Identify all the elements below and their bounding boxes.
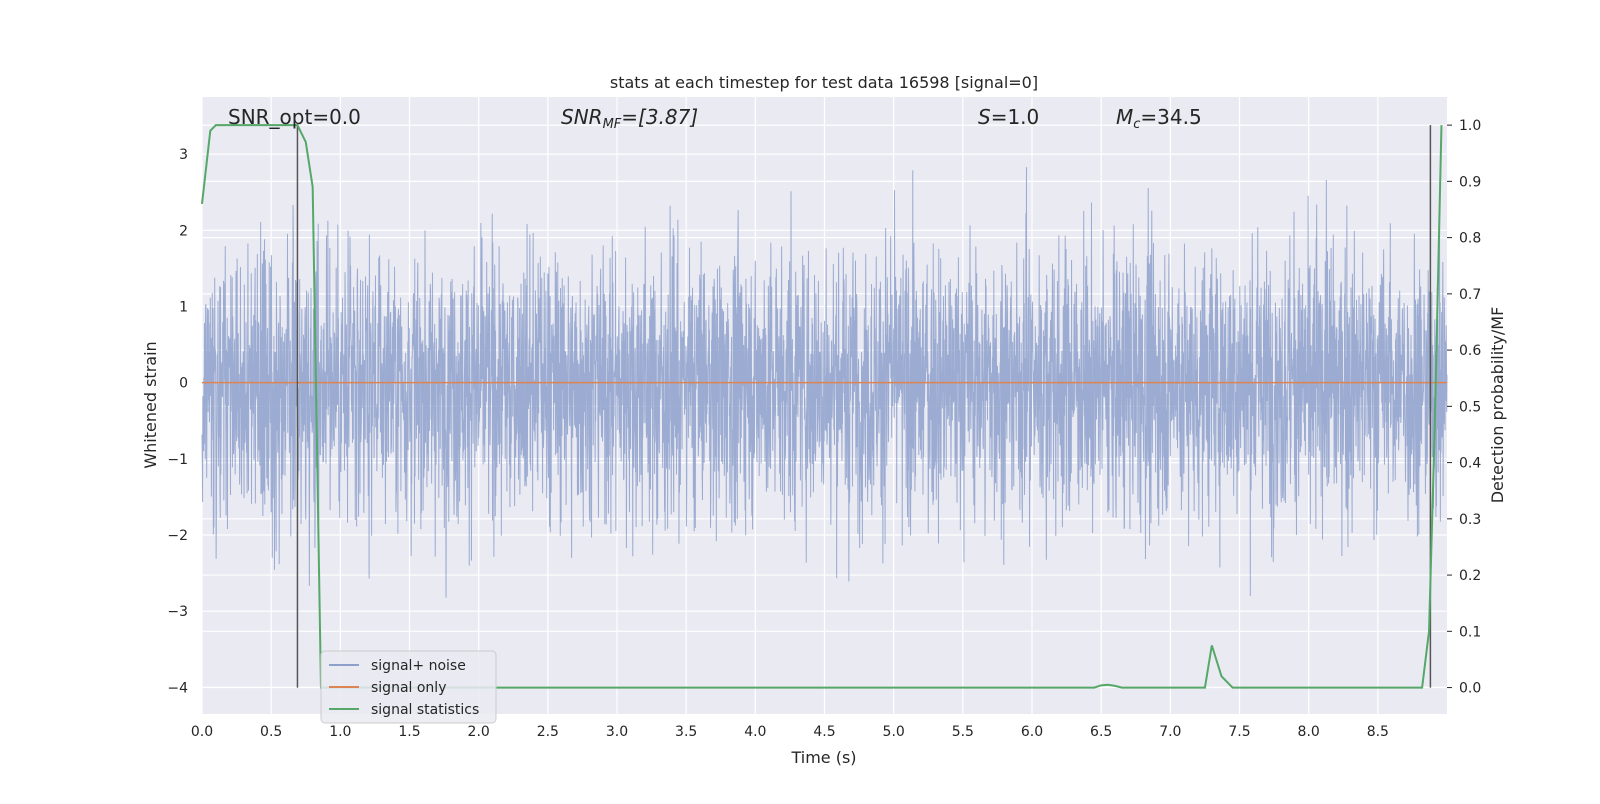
y-tick-label-right: 0.9 <box>1459 174 1481 190</box>
x-tick-label: 7.0 <box>1159 724 1181 740</box>
x-tick-label: 8.0 <box>1298 724 1320 740</box>
x-axis-label: Time (s) <box>790 748 856 767</box>
y-ticks-right: 1.0 0.9 0.8 0.7 0.6 0.5 0.4 0.3 0.2 0.1 0.0 <box>1447 118 1481 697</box>
annotation-snr-opt: SNR_opt=0.0 <box>228 105 361 129</box>
y-axis-label-right: Detection probability/MF <box>1488 307 1507 504</box>
x-tick-label: 1.0 <box>329 724 351 740</box>
series-signal-noise <box>201 167 1448 598</box>
legend-label-signal: signal only <box>371 680 446 696</box>
y-tick-label: −1 <box>167 452 188 468</box>
x-tick-label: 4.0 <box>744 724 766 740</box>
x-tick-label: 2.5 <box>537 724 559 740</box>
snr-mf-val: =[3.87] <box>621 105 698 129</box>
x-ticks: 0.0 0.5 1.0 1.5 2.0 2.5 3.0 3.5 4.0 4.5 5.0 5.5 6.0 6… <box>191 724 1389 740</box>
annotation-mc: Mc=34.5 <box>1116 105 1202 132</box>
x-tick-label: 0.5 <box>260 724 282 740</box>
y-tick-label: 0 <box>179 376 188 392</box>
x-tick-label: 2.0 <box>468 724 490 740</box>
lines <box>201 124 1447 689</box>
legend-label-stats: signal statistics <box>371 702 479 718</box>
legend-label-noise: signal+ noise <box>371 658 466 674</box>
y-tick-label-right: 1.0 <box>1459 118 1481 134</box>
y-tick-label: −4 <box>167 680 188 696</box>
s-val: =1.0 <box>991 105 1040 129</box>
x-tick-label: 5.0 <box>883 724 905 740</box>
y-tick-label-right: 0.5 <box>1459 399 1481 415</box>
annotation-s: S=1.0 <box>978 105 1039 129</box>
x-tick-label: 6.0 <box>1021 724 1043 740</box>
x-tick-label: 8.5 <box>1367 724 1389 740</box>
y-tick-label: −2 <box>167 528 188 544</box>
x-tick-label: 4.5 <box>813 724 835 740</box>
series-signal-statistics <box>201 124 1443 689</box>
y-tick-label-right: 0.1 <box>1459 624 1481 640</box>
mc-val: =34.5 <box>1140 105 1201 129</box>
snr-mf-sub: MF <box>603 117 622 132</box>
snr-mf-base: SNR <box>561 105 603 129</box>
x-tick-label: 6.5 <box>1090 724 1112 740</box>
x-tick-label: 7.5 <box>1228 724 1250 740</box>
y-tick-label-right: 0.3 <box>1459 512 1481 528</box>
x-tick-label: 5.5 <box>952 724 974 740</box>
mc-sub: c <box>1133 117 1140 132</box>
legend-box <box>320 650 497 724</box>
x-tick-label: 3.0 <box>606 724 628 740</box>
legend: signal+ noise signal only signal statist… <box>320 650 497 724</box>
y-tick-label-right: 0.8 <box>1459 231 1481 247</box>
y-ticks: 3 2 1 0 −1 −2 −3 −4 <box>167 147 188 696</box>
s-italic: S <box>978 105 991 129</box>
y-axis-label: Whitened strain <box>141 341 160 468</box>
x-tick-label: 1.5 <box>398 724 420 740</box>
chart-title: stats at each timestep for test data 165… <box>610 73 1038 92</box>
y-tick-label: 2 <box>179 223 188 239</box>
y-tick-label-right: 0.0 <box>1459 681 1481 697</box>
y-tick-label-right: 0.6 <box>1459 343 1481 359</box>
mc-base: M <box>1116 105 1133 129</box>
y-tick-label: 1 <box>179 299 188 315</box>
y-tick-label-right: 0.2 <box>1459 568 1481 584</box>
y-tick-label-right: 0.4 <box>1459 456 1481 472</box>
y-tick-label: −3 <box>167 604 188 620</box>
y-tick-label: 3 <box>179 147 188 163</box>
annotation-snr-mf: SNRMF=[3.87] <box>561 105 698 132</box>
y-tick-label-right: 0.7 <box>1459 287 1481 303</box>
x-tick-label: 0.0 <box>191 724 213 740</box>
noise-series <box>201 167 1448 598</box>
x-tick-label: 3.5 <box>675 724 697 740</box>
